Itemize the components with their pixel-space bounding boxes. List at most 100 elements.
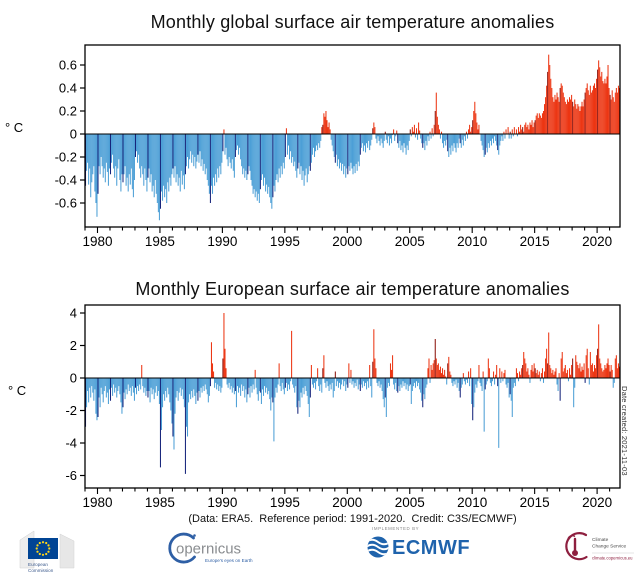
bar (614, 92, 616, 134)
bar (261, 134, 263, 175)
bar (361, 134, 363, 144)
bar (439, 366, 441, 379)
bar (336, 134, 338, 167)
bar (386, 378, 388, 388)
bar (521, 368, 523, 378)
bar (567, 101, 569, 134)
bar (295, 378, 297, 387)
bar (570, 99, 572, 134)
bar (262, 134, 265, 186)
bar (208, 378, 210, 396)
bar (102, 134, 104, 178)
bar (429, 131, 431, 134)
copernicus-tagline: Europe's eyes on Earth (205, 558, 253, 563)
bar (154, 134, 156, 180)
bar (223, 129, 225, 134)
bar (482, 134, 484, 151)
bar (207, 378, 209, 403)
bar (300, 134, 302, 167)
bar (606, 76, 608, 134)
bar (228, 134, 230, 157)
bar (393, 129, 395, 134)
bar (388, 378, 390, 387)
bar (158, 378, 160, 404)
bar (92, 378, 94, 393)
bar (107, 378, 109, 404)
bar (503, 373, 505, 379)
bar (599, 67, 601, 134)
bar (224, 134, 226, 155)
bar (195, 378, 197, 404)
bar (566, 99, 568, 134)
bar (452, 134, 454, 152)
bar (438, 369, 440, 379)
bar (276, 378, 278, 393)
bar (394, 134, 396, 141)
bar (226, 134, 228, 160)
bar (275, 134, 277, 180)
x-tick-label: 1990 (207, 234, 237, 249)
bar (454, 378, 456, 385)
bar (88, 378, 90, 403)
bar (417, 134, 419, 140)
bar (476, 378, 478, 388)
y-tick-label: 2 (70, 338, 77, 353)
bar (524, 358, 526, 378)
bar (260, 378, 262, 404)
bar (248, 378, 250, 388)
bar (190, 134, 192, 152)
bar (348, 363, 350, 379)
bar (327, 127, 329, 134)
bar (573, 378, 575, 408)
c3s-url: climate.copernicus.eu (592, 556, 633, 561)
bar (473, 111, 475, 134)
bar (382, 134, 384, 148)
bar (372, 361, 374, 378)
bar (463, 378, 465, 382)
y-tick-label: 0 (70, 127, 77, 142)
bar (141, 134, 143, 167)
bar (121, 378, 123, 414)
bar (414, 134, 416, 138)
x-tick-label: 1980 (82, 234, 112, 249)
bar (247, 378, 249, 395)
bar (100, 134, 102, 157)
bar (333, 378, 335, 391)
bar (260, 134, 262, 180)
ec-building-sketch-right (59, 533, 75, 569)
bar (294, 134, 296, 162)
x-tick-label: 2010 (457, 495, 487, 510)
bar (153, 134, 155, 198)
bar (380, 134, 382, 139)
bar (119, 378, 121, 395)
bar (377, 378, 379, 387)
bar (197, 378, 199, 401)
bar (207, 134, 209, 186)
bar (578, 368, 580, 378)
bar (284, 134, 286, 157)
y-tick-label: 0 (70, 371, 77, 386)
bar (155, 378, 157, 387)
bar (604, 78, 606, 134)
bar (538, 371, 540, 378)
bar (203, 378, 205, 391)
bar (529, 378, 531, 383)
date-created-note: Date created: 2021-11-03 (620, 386, 629, 476)
bar (346, 378, 348, 385)
bar (408, 378, 410, 387)
bar (411, 127, 413, 134)
bar (90, 378, 92, 398)
bar (193, 378, 195, 390)
bar (282, 378, 284, 390)
bar (141, 365, 143, 378)
bar (392, 134, 394, 136)
bar (136, 378, 138, 395)
bar (183, 134, 185, 190)
bar (151, 378, 153, 395)
bar (119, 134, 121, 180)
bar (283, 134, 285, 169)
bar (124, 134, 126, 167)
bar (614, 358, 616, 378)
bar (364, 378, 367, 383)
bar (213, 371, 215, 378)
